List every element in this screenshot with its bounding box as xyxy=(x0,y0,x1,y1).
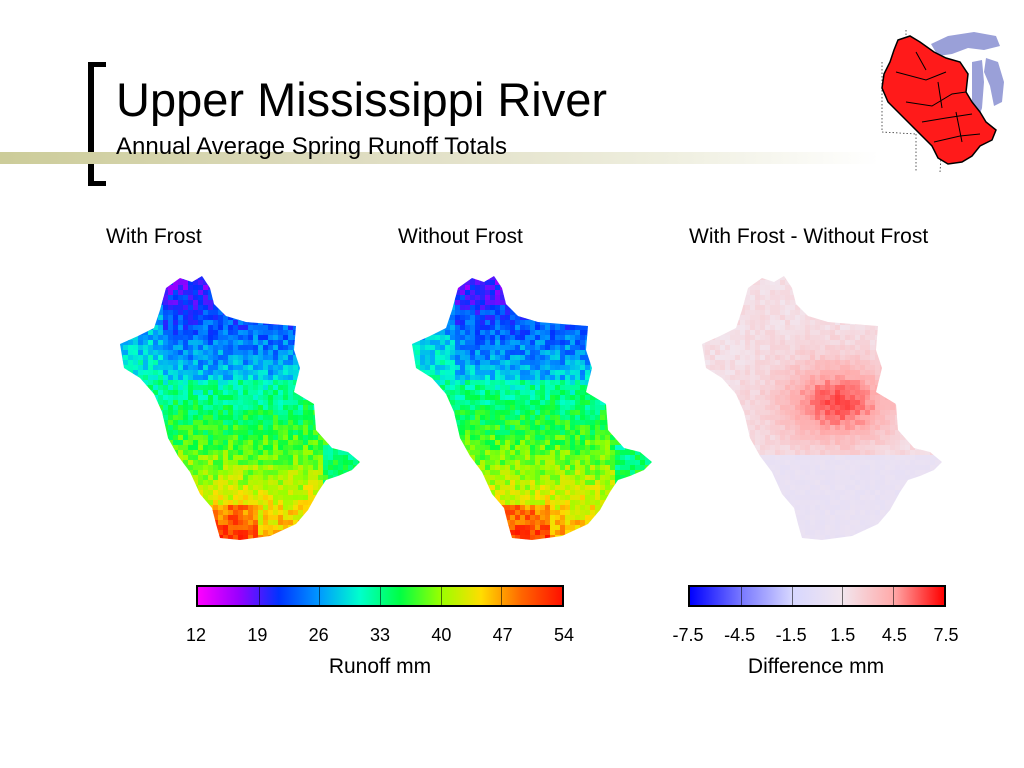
runoff-tick-label: 26 xyxy=(308,625,329,645)
slide-title: Upper Mississippi River xyxy=(116,73,607,126)
difference-tick-label: 1.5 xyxy=(830,625,856,645)
slide-subtitle: Annual Average Spring Runoff Totals xyxy=(116,133,507,160)
runoff-scale-title: Runoff mm xyxy=(328,655,432,678)
scale-divider xyxy=(740,587,742,605)
runoff-color-scale xyxy=(196,585,564,607)
difference-tick-label: -4.5 xyxy=(724,625,756,645)
state-borders xyxy=(881,30,943,173)
basin-grid xyxy=(412,276,652,540)
runoff-tick-label: 47 xyxy=(492,625,513,645)
difference-tick-label: 7.5 xyxy=(933,625,959,645)
panel-title-difference: With Frost - Without Frost xyxy=(689,225,929,248)
scale-divider xyxy=(440,587,442,605)
title-bracket xyxy=(88,62,106,186)
scale-divider xyxy=(501,587,503,605)
basin-outline xyxy=(881,35,997,165)
lake-superior xyxy=(931,32,1000,56)
panel-title-without-frost: Without Frost xyxy=(398,225,523,248)
sub-basin-lines xyxy=(895,51,981,143)
map-difference xyxy=(702,276,942,540)
runoff-tick-label: 19 xyxy=(247,625,268,645)
scale-divider xyxy=(258,587,260,605)
difference-tick-label: -1.5 xyxy=(775,625,807,645)
difference-tick-label: 4.5 xyxy=(881,625,907,645)
scale-divider xyxy=(380,587,381,605)
great-lakes-inset-map xyxy=(876,22,1006,182)
lake-huron xyxy=(984,58,1004,106)
scale-divider xyxy=(893,587,895,605)
scale-divider xyxy=(319,587,321,605)
difference-scale-title: Difference mm xyxy=(747,655,885,678)
scale-divider xyxy=(791,587,793,605)
difference-color-scale xyxy=(688,585,946,607)
runoff-tick-label: 33 xyxy=(369,625,391,645)
scale-divider xyxy=(842,587,844,605)
basin-grid xyxy=(702,276,942,540)
panel-title-with-frost: With Frost xyxy=(106,225,202,248)
runoff-tick-label: 54 xyxy=(553,625,575,645)
difference-tick-label: -7.5 xyxy=(672,625,704,645)
map-with-frost xyxy=(120,276,360,540)
map-without-frost xyxy=(412,276,652,540)
title-accent-bar xyxy=(0,152,880,164)
basin-grid xyxy=(120,276,360,540)
runoff-tick-label: 40 xyxy=(431,625,452,645)
runoff-tick-label: 12 xyxy=(185,625,207,645)
